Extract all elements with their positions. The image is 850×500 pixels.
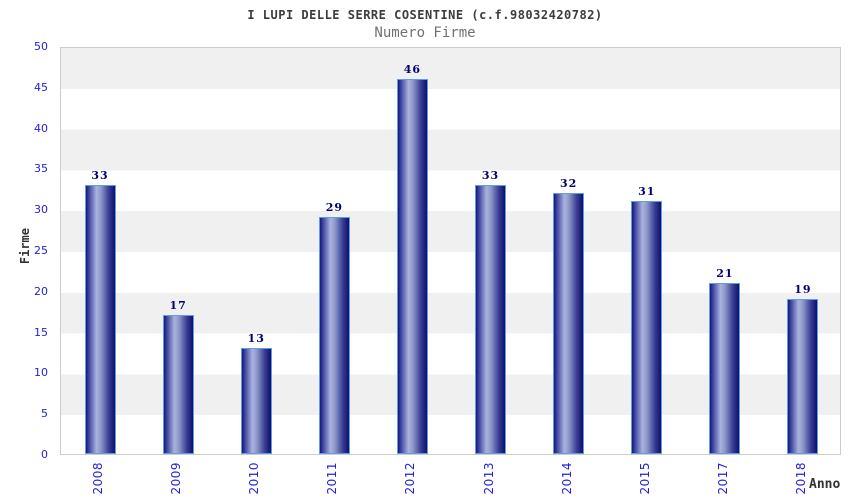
bar-2010: [240, 347, 272, 454]
bar-value-label: 29: [325, 201, 343, 215]
x-tick-label: 2014: [559, 462, 574, 495]
bar-2012: [396, 78, 428, 454]
x-tick-label: 2008: [91, 462, 106, 495]
y-tick-label: 35: [34, 162, 48, 176]
y-tick-label: 15: [34, 325, 48, 339]
y-tick-label: 20: [34, 284, 48, 298]
y-tick-label: 5: [41, 407, 48, 421]
bar-value-label: 21: [716, 266, 734, 280]
bar-2011: [318, 217, 350, 454]
x-tick-label: 2011: [325, 462, 340, 495]
bar-2009: [162, 315, 194, 454]
bar-value-label: 33: [91, 168, 109, 182]
y-tick-label: 40: [34, 121, 48, 135]
y-tick-label: 50: [34, 40, 48, 53]
y-tick-label: 25: [34, 244, 48, 257]
x-tick-label: 2018: [793, 462, 808, 495]
bar-2014: [553, 192, 585, 454]
x-tick-label: 2009: [169, 462, 184, 495]
bar-value-label: 19: [794, 282, 812, 296]
x-tick-label: 2010: [247, 462, 262, 495]
bar-2008: [84, 184, 116, 454]
bar-value-label: 46: [403, 62, 422, 76]
x-tick-label: 2012: [403, 462, 418, 495]
bar-value-label: 13: [247, 331, 265, 345]
plot-area: 33 17 13 29 46 33 32 31 21 19: [60, 47, 841, 455]
bar-value-label: 33: [481, 168, 500, 182]
y-tick-label: 10: [34, 366, 48, 380]
y-tick-label: 45: [34, 80, 48, 94]
bar-value-label: 17: [169, 299, 187, 313]
chart-title: I LUPI DELLE SERRE COSENTINE (c.f.980324…: [247, 8, 603, 22]
bar-value-label: 31: [638, 185, 656, 199]
bar-2017: [709, 282, 741, 454]
y-tick-label: 0: [41, 448, 48, 461]
x-axis-title: Anno: [809, 477, 841, 492]
bar-2018: [787, 298, 819, 454]
bar-2015: [631, 201, 663, 454]
y-tick-label: 30: [34, 203, 48, 217]
bar-2013: [475, 184, 507, 454]
x-tick-label: 2013: [481, 462, 496, 495]
chart-subtitle: Numero Firme: [374, 25, 476, 41]
x-tick-label: 2015: [637, 462, 652, 495]
x-tick-label: 2017: [715, 462, 730, 495]
bar-value-label: 32: [559, 176, 578, 190]
